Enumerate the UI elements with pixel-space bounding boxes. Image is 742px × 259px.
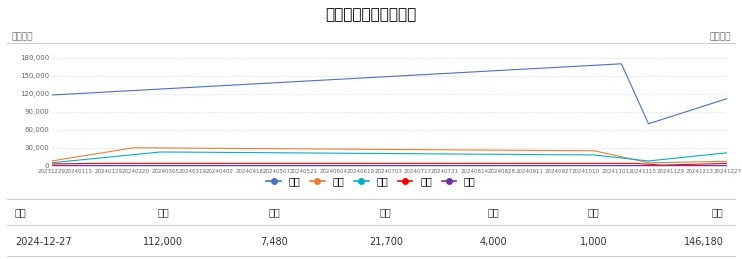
Text: 7,480: 7,480	[260, 236, 289, 247]
Legend: 山东, 云南, 上海, 天津, 海南: 山东, 云南, 上海, 天津, 海南	[263, 172, 479, 190]
Text: 112,000: 112,000	[143, 236, 183, 247]
Text: 仓单日报: 仓单日报	[11, 32, 33, 41]
Text: 云南: 云南	[269, 207, 280, 217]
Text: 天津: 天津	[487, 207, 499, 217]
Text: 21,700: 21,700	[369, 236, 403, 247]
Text: 合计: 合计	[712, 207, 723, 217]
Text: 天然橡胶期货仓单日报: 天然橡胶期货仓单日报	[326, 7, 416, 22]
Text: 山东: 山东	[157, 207, 169, 217]
Text: 日期: 日期	[15, 207, 27, 217]
Text: 2024-12-27: 2024-12-27	[15, 236, 71, 247]
Text: 4,000: 4,000	[479, 236, 508, 247]
Text: 1,000: 1,000	[580, 236, 608, 247]
Text: 海南: 海南	[588, 207, 600, 217]
Text: 上海: 上海	[380, 207, 392, 217]
Text: 146,180: 146,180	[683, 236, 723, 247]
Text: 单位：吨: 单位：吨	[709, 32, 731, 41]
